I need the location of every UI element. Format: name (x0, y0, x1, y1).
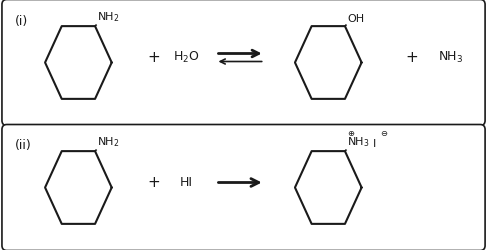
Text: +: + (147, 50, 160, 65)
FancyBboxPatch shape (2, 124, 484, 250)
Text: $\ominus$: $\ominus$ (380, 129, 387, 138)
Text: NH$_2$: NH$_2$ (97, 10, 120, 24)
Text: NH$_3$: NH$_3$ (437, 50, 463, 65)
Text: HI: HI (179, 176, 192, 189)
Text: NH$_2$: NH$_2$ (97, 135, 120, 149)
Text: NH$_3$: NH$_3$ (346, 135, 369, 149)
Text: $\oplus$: $\oplus$ (346, 129, 354, 138)
Text: +: + (405, 50, 417, 65)
Text: I: I (372, 139, 375, 149)
Text: (i): (i) (15, 14, 28, 28)
FancyBboxPatch shape (2, 0, 484, 126)
Text: OH: OH (346, 14, 363, 24)
Text: H$_2$O: H$_2$O (173, 50, 199, 65)
Text: (ii): (ii) (15, 140, 31, 152)
Text: +: + (147, 175, 160, 190)
